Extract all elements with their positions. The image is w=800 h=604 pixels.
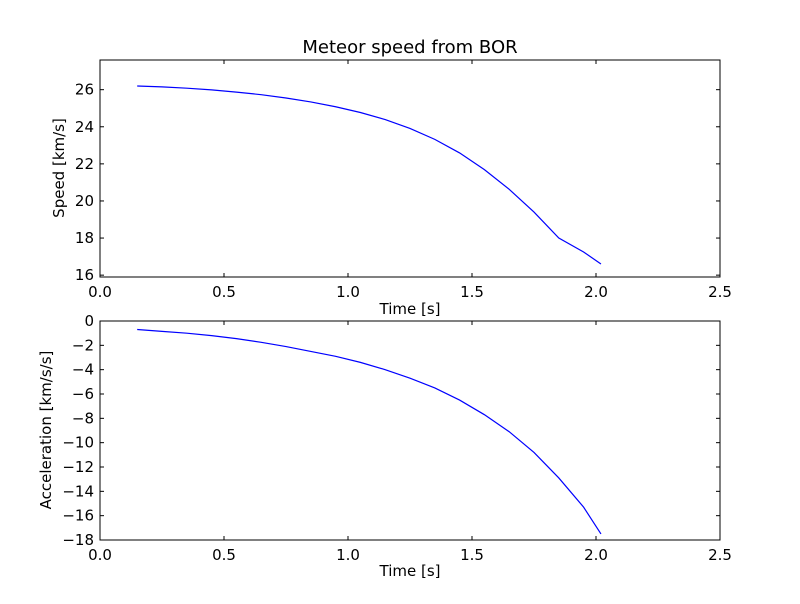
acceleration-y-tick-label: −12: [62, 458, 94, 476]
speed-x-tick-label: 2.0: [584, 283, 608, 301]
acceleration-x-tick-label: 1.5: [460, 546, 484, 564]
speed-x-tick-label: 2.5: [708, 283, 732, 301]
acceleration-y-tick-label: −18: [62, 531, 94, 549]
acceleration-y-tick-label: −16: [62, 507, 94, 525]
acceleration-x-tick-label: 2.5: [708, 546, 732, 564]
speed-x-tick-label: 1.5: [460, 283, 484, 301]
speed-y-tick-label: 22: [75, 155, 94, 173]
acceleration-y-tick-label: −14: [62, 482, 94, 500]
acceleration-x-tick-label: 0.0: [88, 546, 112, 564]
acceleration-y-tick-label: −4: [72, 361, 94, 379]
acceleration-x-axis-label: Time [s]: [379, 562, 441, 580]
speed-y-tick-label: 16: [75, 266, 94, 284]
acceleration-y-tick-label: −8: [72, 409, 94, 427]
speed-axes: 0.0 0.5 1.0 1.5 2.0 2.5 16 18 20 22 24 26: [75, 59, 732, 301]
speed-y-tick-label: 24: [75, 118, 94, 136]
speed-y-tick-label: 20: [75, 192, 94, 210]
chart-title: Meteor speed from BOR: [302, 37, 517, 58]
acceleration-axes-frame: [99, 320, 721, 541]
acceleration-y-tick-label: −10: [62, 434, 94, 452]
acceleration-y-tick-label: 0: [84, 312, 94, 330]
speed-y-axis-label: Speed [km/s]: [50, 118, 68, 218]
speed-x-tick-label: 0.0: [88, 283, 112, 301]
acceleration-x-tick-label: 0.5: [212, 546, 236, 564]
acceleration-y-tick-label: −6: [72, 385, 94, 403]
acceleration-series-line: [137, 328, 602, 535]
speed-axes-frame: [99, 59, 721, 278]
speed-y-tick-label: 18: [75, 229, 94, 247]
acceleration-x-tick-label: 1.0: [336, 546, 360, 564]
speed-x-tick-label: 1.0: [336, 283, 360, 301]
speed-x-tick-label: 0.5: [212, 283, 236, 301]
speed-y-tick-label: 26: [75, 81, 94, 99]
acceleration-x-tick-label: 2.0: [584, 546, 608, 564]
acceleration-axes: 0.0 0.5 1.0 1.5 2.0 2.5 0 −2 −4 −6 −8 −10 −12 −14 −16 −…: [62, 312, 732, 564]
acceleration-y-axis-label: Acceleration [km/s/s]: [37, 351, 55, 510]
speed-series-line: [137, 85, 602, 265]
acceleration-y-tick-label: −2: [72, 336, 94, 354]
speed-x-axis-label: Time [s]: [379, 300, 441, 318]
